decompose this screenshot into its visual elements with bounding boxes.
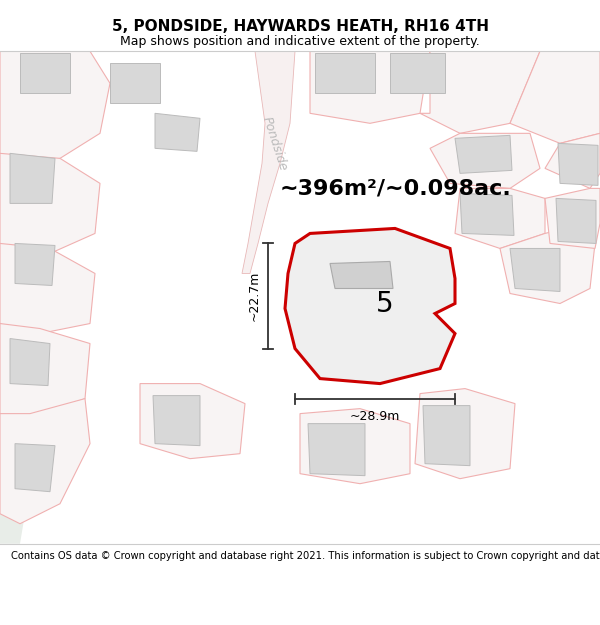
Polygon shape bbox=[423, 406, 470, 466]
Polygon shape bbox=[0, 153, 100, 254]
Polygon shape bbox=[10, 339, 50, 386]
Text: ~28.9m: ~28.9m bbox=[350, 410, 400, 423]
Polygon shape bbox=[242, 51, 295, 274]
Polygon shape bbox=[455, 188, 545, 249]
Polygon shape bbox=[15, 444, 55, 492]
Text: 5: 5 bbox=[376, 289, 394, 318]
Polygon shape bbox=[140, 384, 245, 459]
Polygon shape bbox=[0, 244, 95, 334]
Polygon shape bbox=[10, 153, 55, 203]
Polygon shape bbox=[545, 133, 600, 188]
Polygon shape bbox=[558, 143, 598, 186]
Text: ~396m²/~0.098ac.: ~396m²/~0.098ac. bbox=[279, 178, 511, 198]
Polygon shape bbox=[285, 228, 455, 384]
Polygon shape bbox=[330, 261, 393, 289]
Polygon shape bbox=[0, 324, 90, 419]
Polygon shape bbox=[155, 113, 200, 151]
Text: ~22.7m: ~22.7m bbox=[248, 271, 260, 321]
Polygon shape bbox=[308, 424, 365, 476]
Polygon shape bbox=[15, 244, 55, 286]
Polygon shape bbox=[545, 188, 600, 249]
Polygon shape bbox=[20, 53, 70, 93]
Polygon shape bbox=[315, 53, 375, 93]
Polygon shape bbox=[500, 228, 595, 304]
Polygon shape bbox=[0, 399, 90, 524]
Polygon shape bbox=[510, 51, 600, 143]
Polygon shape bbox=[556, 198, 596, 244]
Polygon shape bbox=[0, 51, 110, 173]
Text: Map shows position and indicative extent of the property.: Map shows position and indicative extent… bbox=[120, 35, 480, 48]
Text: Pondside: Pondside bbox=[260, 114, 290, 172]
Polygon shape bbox=[300, 409, 410, 484]
Polygon shape bbox=[415, 389, 515, 479]
Polygon shape bbox=[430, 133, 540, 188]
Text: Contains OS data © Crown copyright and database right 2021. This information is : Contains OS data © Crown copyright and d… bbox=[11, 551, 600, 561]
Polygon shape bbox=[153, 396, 200, 446]
Polygon shape bbox=[460, 193, 514, 236]
Text: 5, PONDSIDE, HAYWARDS HEATH, RH16 4TH: 5, PONDSIDE, HAYWARDS HEATH, RH16 4TH bbox=[112, 19, 488, 34]
Polygon shape bbox=[390, 53, 445, 93]
Polygon shape bbox=[420, 51, 540, 133]
Polygon shape bbox=[110, 63, 160, 103]
Polygon shape bbox=[310, 51, 430, 123]
Polygon shape bbox=[510, 249, 560, 291]
Polygon shape bbox=[455, 136, 512, 173]
Polygon shape bbox=[0, 464, 30, 544]
